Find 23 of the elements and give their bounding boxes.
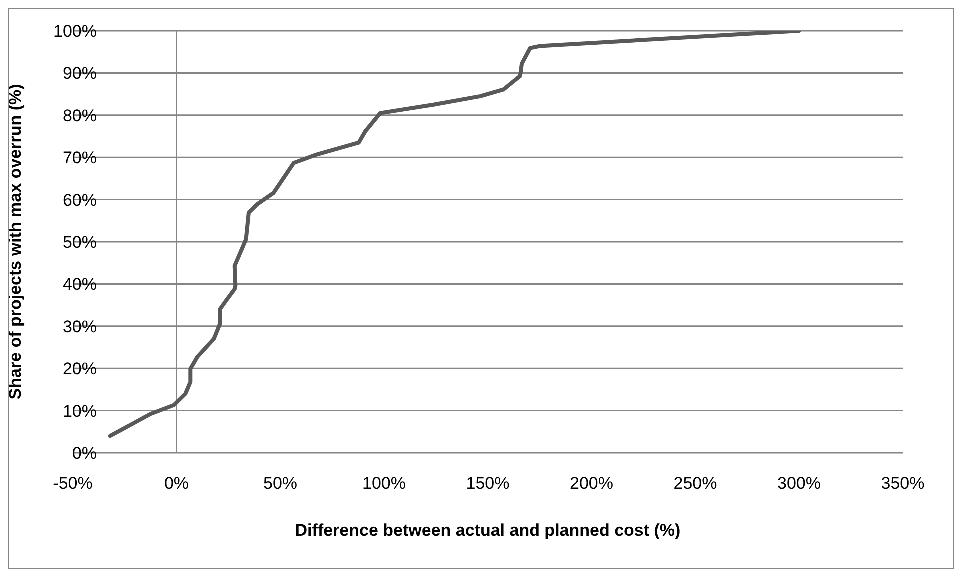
x-tick-label: 350% [881,474,925,494]
y-tick-label: 100% [54,22,97,42]
line-series [108,31,802,438]
x-tick-label: 250% [674,474,718,494]
y-tick-label: 20% [62,360,97,379]
x-axis-title: Difference between actual and planned cost (%) [295,521,681,540]
x-tick-label: 200% [570,474,614,494]
x-tick-label: 0% [164,474,190,494]
y-tick-label: 70% [62,148,97,168]
y-tick-label: 60% [62,190,97,210]
y-tick-label: 50% [62,233,97,252]
y-tick-label: 10% [62,402,97,421]
x-tick-label: 50% [263,474,298,494]
y-tick-label: 90% [62,64,97,84]
y-tick-label: 40% [62,275,97,294]
y-tick-label: 0% [72,444,97,464]
y-axis-title: Share of projects with max overrun (%) [6,84,26,400]
x-tick-label: 300% [778,474,821,494]
y-tick-label: 30% [62,317,97,336]
x-tick-label: 100% [362,474,406,494]
x-tick-label: 150% [466,474,510,494]
y-tick-label: 80% [62,106,97,126]
x-tick-label: -50% [53,474,93,494]
